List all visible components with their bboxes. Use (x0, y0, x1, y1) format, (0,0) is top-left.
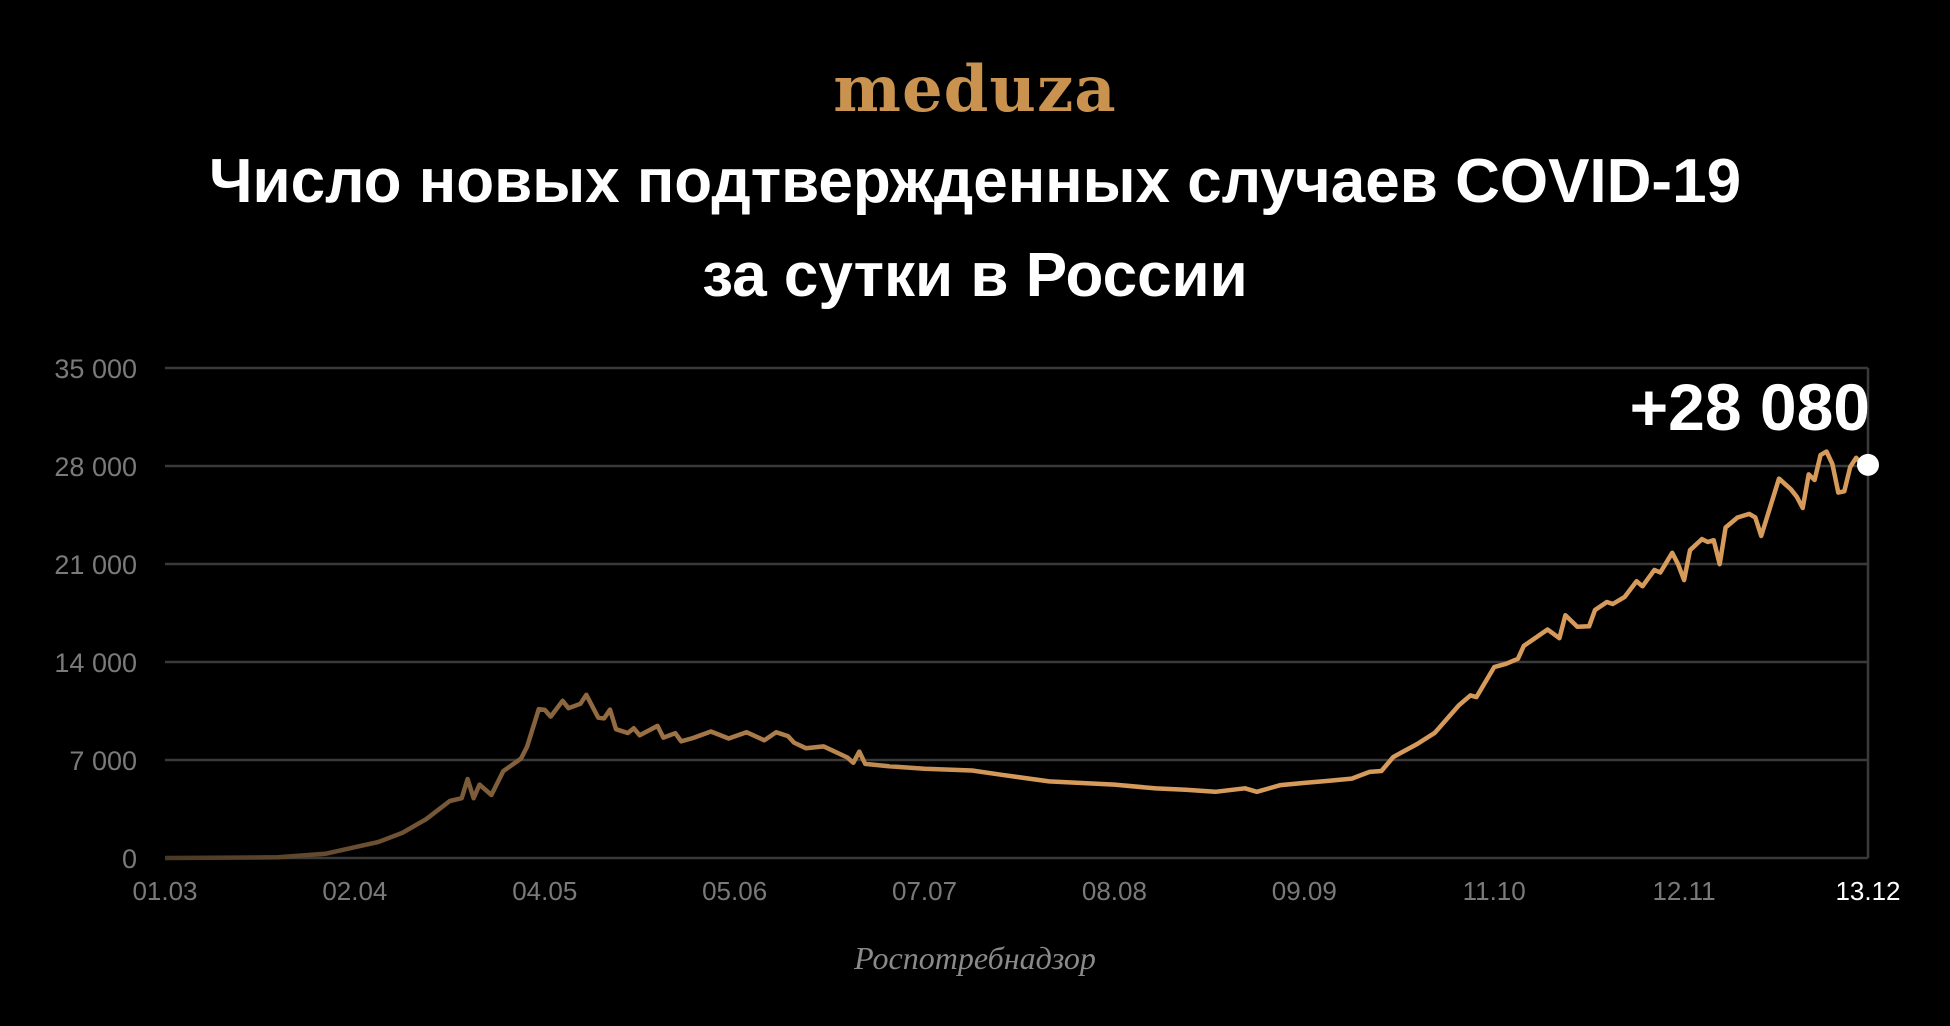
x-tick-label: 04.05 (512, 876, 577, 906)
y-tick-label: 14 000 (54, 648, 137, 678)
chart-title: Число новых подтвержденных случаев COVID… (0, 135, 1950, 323)
x-tick-label: 08.08 (1082, 876, 1147, 906)
title-line-1: Число новых подтвержденных случаев COVID… (208, 147, 1742, 216)
title-line-2: за сутки в России (702, 241, 1248, 310)
last-value-annotation: +28 080 (1630, 370, 1870, 444)
meduza-logo: meduza (833, 52, 1117, 127)
source-label: Роспотребнадзор (854, 940, 1096, 976)
y-tick-label: 21 000 (54, 550, 137, 580)
x-tick-label: 05.06 (702, 876, 767, 906)
x-tick-label: 11.10 (1463, 876, 1526, 906)
x-tick-label: 07.07 (892, 876, 957, 906)
y-tick-label: 7 000 (69, 746, 137, 776)
x-tick-label: 09.09 (1272, 876, 1337, 906)
x-tick-label: 01.03 (132, 876, 197, 906)
y-tick-label: 28 000 (54, 452, 137, 482)
x-tick-label: 13.12 (1835, 876, 1900, 906)
cases-line (164, 449, 1869, 861)
x-tick-label: 12.11 (1652, 876, 1715, 906)
last-point-marker (1857, 453, 1879, 476)
y-tick-label: 0 (122, 844, 137, 874)
y-tick-label: 35 000 (54, 354, 137, 384)
x-tick-label: 02.04 (322, 876, 387, 906)
